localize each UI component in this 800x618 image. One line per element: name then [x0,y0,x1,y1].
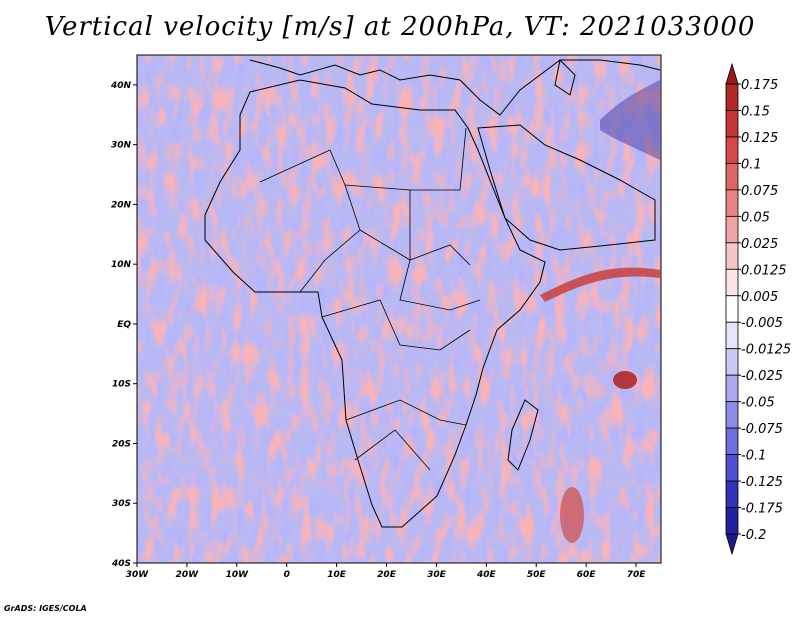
colorbar-box [725,110,739,138]
ascent-cell-south [560,487,584,543]
colorbar-box [725,480,739,508]
europe-coastline [249,59,661,116]
lon-tick-label: 10E [327,570,347,580]
lat-tick-label: 40S [111,559,131,569]
colorbar-box [725,268,739,297]
colorbar-boxes [725,62,739,556]
country-borders [259,127,481,471]
lon-tick-label: 30W [126,570,150,580]
colorbar-label: 0.005 [741,290,778,305]
colorbar-label: -0.1 [741,449,766,464]
colorbar-label: -0.025 [741,369,783,384]
colorbar-box [725,189,739,217]
colorbar-label: -0.175 [741,502,783,517]
lon-tick-label: 70E [627,570,647,580]
lat-axis: 40N 30N 20N 10N EQ 10S 20S 30S 40S [110,81,137,569]
lon-tick-label: 20W [176,570,200,580]
colorbar-label: 0.05 [741,210,770,225]
lat-tick-label: 30N [111,141,132,151]
lat-tick-label: 40N [110,81,132,91]
caspian-coastline [554,58,576,96]
colorbar-box [725,507,739,535]
colorbar-label: 0.025 [741,237,778,252]
colorbar-box [725,533,739,556]
lon-tick-label: 20E [377,570,397,580]
lon-axis: 30W 20W 10W 0 10E 20E 30E 40E 50E 60E 70E [126,563,646,580]
lat-tick-label: 20N [111,200,132,210]
plot-frame [136,54,662,564]
lat-tick-label: 30S [112,499,131,509]
lat-tick-label: 10N [111,260,132,270]
madagascar-coastline [507,399,539,471]
lon-tick-label: 50E [527,570,547,580]
strong-field-northeast [600,80,660,160]
africa-coastline [204,79,546,528]
colorbar-label: 0.125 [741,131,778,146]
credit-text: GrADS: IGES/COLA [4,604,87,613]
colorbar-box [725,374,739,403]
colorbar-label: -0.075 [741,422,783,437]
colorbar-label: 0.1 [741,157,762,172]
colorbar-box [725,401,739,429]
arabia-coastline [477,124,656,251]
lon-tick-label: 40E [476,570,497,580]
colorbar-box [725,215,739,244]
colorbar-label: 0.15 [741,104,770,119]
lon-tick-label: 10W [226,570,250,580]
colorbar-box [725,427,739,455]
lon-tick-label: 30E [427,570,447,580]
lat-tick-label: EQ [117,320,131,330]
colorbar-box [725,62,739,85]
colorbar-label: -0.05 [741,396,775,411]
lon-tick-label: 0 [284,570,290,580]
colorbar-box [725,295,739,323]
velocity-field [137,55,661,563]
chart-title: Vertical velocity [m/s] at 200hPa, VT: 2… [44,12,756,42]
lat-tick-label: 20S [112,439,131,449]
colorbar-label: 0.175 [741,78,778,93]
colorbar-box [725,163,739,191]
colorbar-label: -0.2 [741,528,766,543]
colorbar-box [725,454,739,482]
colorbar-label: -0.005 [741,316,783,331]
coastlines [204,58,661,528]
colorbar-box [725,242,739,270]
field-noise [137,55,661,563]
colorbar-label: 0.075 [741,184,778,199]
colorbar-box [725,321,739,350]
lat-tick-label: 10S [112,380,131,390]
strong-ascent-band [540,267,660,302]
colorbar-box [725,348,739,376]
colorbar-label: -0.125 [741,475,783,490]
colorbar-label: -0.0125 [741,343,791,358]
lon-tick-label: 60E [577,570,597,580]
colorbar-labels: 0.175 0.15 0.125 0.1 0.075 0.05 0.025 0.0125 0.0… [738,78,791,543]
colorbar-box [725,136,739,164]
ascent-cell-east [613,371,637,389]
colorbar-label: 0.0125 [741,263,787,278]
colorbar-box [725,83,739,111]
